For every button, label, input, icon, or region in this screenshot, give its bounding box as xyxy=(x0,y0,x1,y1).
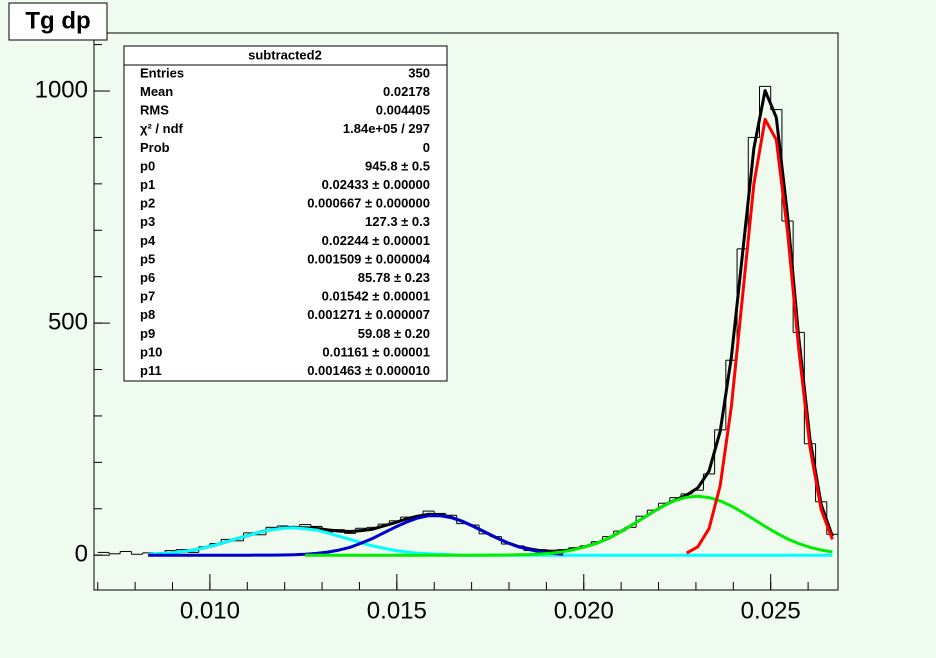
stats-value: 0.001463 ± 0.000010 xyxy=(307,363,430,378)
stats-label: p0 xyxy=(140,158,155,173)
stats-label: RMS xyxy=(140,103,169,118)
fit-curve xyxy=(148,514,564,557)
stats-value: 0.004405 xyxy=(376,103,430,118)
stats-value: 59.08 ± 0.20 xyxy=(358,326,430,341)
stats-value: 0.01161 ± 0.00001 xyxy=(322,344,430,359)
stats-value: 0.000667 ± 0.000000 xyxy=(307,196,430,211)
plot-area xyxy=(94,44,838,590)
stats-label: Entries xyxy=(140,65,184,80)
stats-value: 0.02178 xyxy=(383,84,430,99)
stats-label: p4 xyxy=(140,233,156,248)
stats-frame xyxy=(123,45,448,382)
stats-label: χ² / ndf xyxy=(140,121,184,136)
stats-value: 0.02244 ± 0.00001 xyxy=(322,233,430,248)
stats-label: p8 xyxy=(140,307,155,322)
stats-label: Prob xyxy=(140,140,170,155)
fit-curve xyxy=(685,117,834,555)
y-tick-label: 1000 xyxy=(35,76,88,103)
stats-value: 350 xyxy=(408,65,430,80)
stats-label: p5 xyxy=(140,251,155,266)
stats-label: p11 xyxy=(140,363,162,378)
stats-value: 0.02433 ± 0.00000 xyxy=(322,177,430,192)
x-tick-label: 0.015 xyxy=(367,597,427,624)
stats-label: p2 xyxy=(140,196,155,211)
x-tick-label: 0.025 xyxy=(741,597,801,624)
stats-value: 0.001509 ± 0.000004 xyxy=(307,251,431,266)
x-tick-label: 0.020 xyxy=(554,597,614,624)
stats-value: 127.3 ± 0.3 xyxy=(365,214,430,229)
stats-label: p7 xyxy=(140,289,155,304)
stats-box: subtracted2 Entries 350 Mean 0.02178 RMS 0.00… xyxy=(123,45,448,382)
fit-curve xyxy=(305,494,833,557)
stats-value: 945.8 ± 0.5 xyxy=(365,158,430,173)
chart-title: Tg dp xyxy=(25,7,90,34)
stats-value: 85.78 ± 0.23 xyxy=(358,270,430,285)
x-tick-label: 0.010 xyxy=(180,597,240,624)
stats-label: p6 xyxy=(140,270,155,285)
title-box xyxy=(8,2,108,41)
stats-value: 0.001271 ± 0.000007 xyxy=(307,307,430,322)
stats-value: 1.84e+05 / 297 xyxy=(343,121,430,136)
stats-label: p10 xyxy=(140,344,162,359)
stats-label: Mean xyxy=(140,84,173,99)
stats-title: subtracted2 xyxy=(248,47,322,62)
stats-value: 0 xyxy=(423,140,430,155)
stats-label: p3 xyxy=(140,214,155,229)
stats-label: p9 xyxy=(140,326,155,341)
y-tick-label: 0 xyxy=(75,541,88,568)
y-tick-label: 500 xyxy=(48,308,88,335)
stats-label: p1 xyxy=(140,177,155,192)
stats-value: 0.01542 ± 0.00001 xyxy=(322,289,430,304)
